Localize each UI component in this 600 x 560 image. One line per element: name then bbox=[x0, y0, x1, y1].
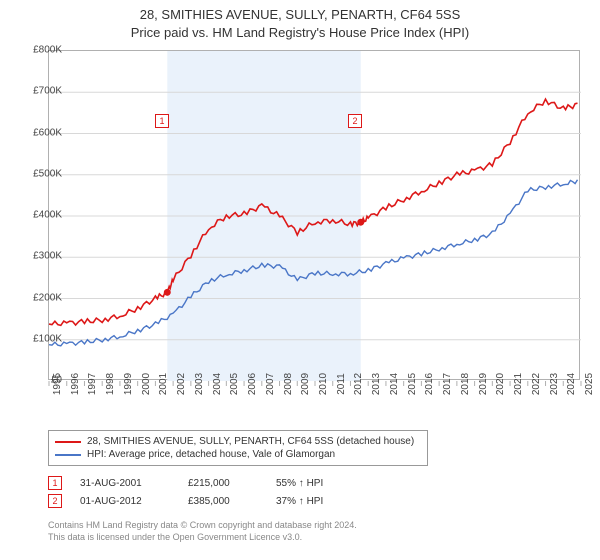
plot-area bbox=[48, 50, 580, 380]
transaction-pct: 55% ↑ HPI bbox=[276, 478, 323, 489]
x-tick-label: 2003 bbox=[194, 373, 205, 395]
chart-container: 28, SMITHIES AVENUE, SULLY, PENARTH, CF6… bbox=[0, 0, 600, 560]
y-tick-label: £500K bbox=[33, 168, 62, 179]
legend-box: 28, SMITHIES AVENUE, SULLY, PENARTH, CF6… bbox=[48, 430, 428, 466]
x-tick-label: 1996 bbox=[70, 373, 81, 395]
x-tick-label: 1999 bbox=[123, 373, 134, 395]
x-tick-label: 2021 bbox=[513, 373, 524, 395]
transaction-date: 01-AUG-2012 bbox=[80, 496, 170, 507]
x-tick-label: 2019 bbox=[478, 373, 489, 395]
x-tick-label: 1995 bbox=[52, 373, 63, 395]
plot-svg bbox=[49, 51, 579, 379]
y-tick-label: £800K bbox=[33, 45, 62, 56]
x-tick-label: 2006 bbox=[247, 373, 258, 395]
y-tick-label: £100K bbox=[33, 333, 62, 344]
x-tick-label: 2011 bbox=[336, 373, 347, 395]
transaction-table: 1 31-AUG-2001 £215,000 55% ↑ HPI 2 01-AUG-201… bbox=[48, 474, 580, 510]
transaction-date: 31-AUG-2001 bbox=[80, 478, 170, 489]
x-tick-label: 2018 bbox=[460, 373, 471, 395]
transaction-row: 2 01-AUG-2012 £385,000 37% ↑ HPI bbox=[48, 492, 580, 510]
legend-label: 28, SMITHIES AVENUE, SULLY, PENARTH, CF6… bbox=[87, 436, 414, 447]
x-tick-label: 2009 bbox=[300, 373, 311, 395]
x-tick-label: 2023 bbox=[549, 373, 560, 395]
y-tick-label: £700K bbox=[33, 86, 62, 97]
x-tick-label: 2016 bbox=[424, 373, 435, 395]
x-tick-label: 2008 bbox=[283, 373, 294, 395]
transaction-price: £215,000 bbox=[188, 478, 258, 489]
transaction-marker-icon: 2 bbox=[48, 494, 62, 508]
transaction-row: 1 31-AUG-2001 £215,000 55% ↑ HPI bbox=[48, 474, 580, 492]
footer-line-1: Contains HM Land Registry data © Crown c… bbox=[48, 520, 357, 532]
x-tick-label: 2020 bbox=[495, 373, 506, 395]
y-tick-label: £200K bbox=[33, 292, 62, 303]
x-tick-label: 2007 bbox=[265, 373, 276, 395]
y-tick-label: £400K bbox=[33, 210, 62, 221]
x-tick-label: 2002 bbox=[176, 373, 187, 395]
x-tick-label: 2013 bbox=[371, 373, 382, 395]
transaction-marker: 1 bbox=[155, 114, 169, 128]
x-tick-label: 2005 bbox=[229, 373, 240, 395]
x-tick-label: 2000 bbox=[141, 373, 152, 395]
chart-title: 28, SMITHIES AVENUE, SULLY, PENARTH, CF6… bbox=[0, 0, 600, 41]
footer-attribution: Contains HM Land Registry data © Crown c… bbox=[48, 520, 357, 543]
transaction-price: £385,000 bbox=[188, 496, 258, 507]
legend-label: HPI: Average price, detached house, Vale… bbox=[87, 449, 335, 460]
x-tick-label: 1998 bbox=[105, 373, 116, 395]
x-tick-label: 2014 bbox=[389, 373, 400, 395]
x-tick-label: 2004 bbox=[212, 373, 223, 395]
x-tick-label: 2015 bbox=[407, 373, 418, 395]
y-tick-label: £300K bbox=[33, 251, 62, 262]
legend-row: HPI: Average price, detached house, Vale… bbox=[55, 448, 421, 461]
x-tick-label: 1997 bbox=[87, 373, 98, 395]
x-tick-label: 2024 bbox=[566, 373, 577, 395]
x-tick-label: 2001 bbox=[158, 373, 169, 395]
x-tick-label: 2012 bbox=[353, 373, 364, 395]
legend-swatch bbox=[55, 454, 81, 456]
footer-line-2: This data is licensed under the Open Gov… bbox=[48, 532, 357, 544]
y-tick-label: £600K bbox=[33, 127, 62, 138]
x-tick-label: 2010 bbox=[318, 373, 329, 395]
title-line-2: Price paid vs. HM Land Registry's House … bbox=[0, 24, 600, 42]
transaction-marker: 2 bbox=[348, 114, 362, 128]
transaction-pct: 37% ↑ HPI bbox=[276, 496, 323, 507]
legend-swatch bbox=[55, 441, 81, 443]
x-tick-label: 2025 bbox=[584, 373, 595, 395]
x-tick-label: 2022 bbox=[531, 373, 542, 395]
legend-row: 28, SMITHIES AVENUE, SULLY, PENARTH, CF6… bbox=[55, 435, 421, 448]
x-tick-label: 2017 bbox=[442, 373, 453, 395]
transaction-marker-icon: 1 bbox=[48, 476, 62, 490]
title-line-1: 28, SMITHIES AVENUE, SULLY, PENARTH, CF6… bbox=[0, 6, 600, 24]
